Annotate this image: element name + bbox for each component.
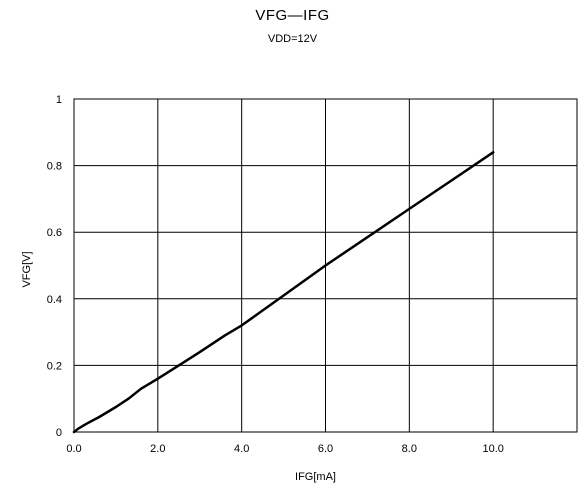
- y-tick-label: 0.6: [47, 227, 62, 239]
- y-axis-label: VFG[V]: [21, 251, 33, 287]
- y-tick-label: 0: [56, 427, 62, 439]
- plot-area-frame: [73, 98, 578, 433]
- y-tick-label: 0.2: [47, 360, 62, 372]
- vfg-series-line: [72, 151, 495, 434]
- series-layer: [72, 151, 495, 434]
- x-tick-label: 2.0: [150, 443, 165, 455]
- y-tick-label: 1: [56, 94, 62, 106]
- chart-title: VFG—IFG: [255, 7, 330, 24]
- x-tick-label: 8.0: [402, 443, 417, 455]
- x-tick-label: 6.0: [318, 443, 333, 455]
- x-tick-label: 10.0: [482, 443, 503, 455]
- x-axis-label: IFG[mA]: [295, 471, 336, 483]
- y-tick-label: 0.8: [47, 161, 62, 173]
- x-tick-label: 0.0: [66, 443, 81, 455]
- tick-labels: 0.0 2.0 4.0 6.0 8.0 10.0 0 0.2 0.4 0.6 0.8 1: [47, 94, 504, 455]
- y-tick-label: 0.4: [47, 294, 62, 306]
- x-tick-label: 4.0: [234, 443, 249, 455]
- chart-subtitle: VDD=12V: [267, 33, 318, 45]
